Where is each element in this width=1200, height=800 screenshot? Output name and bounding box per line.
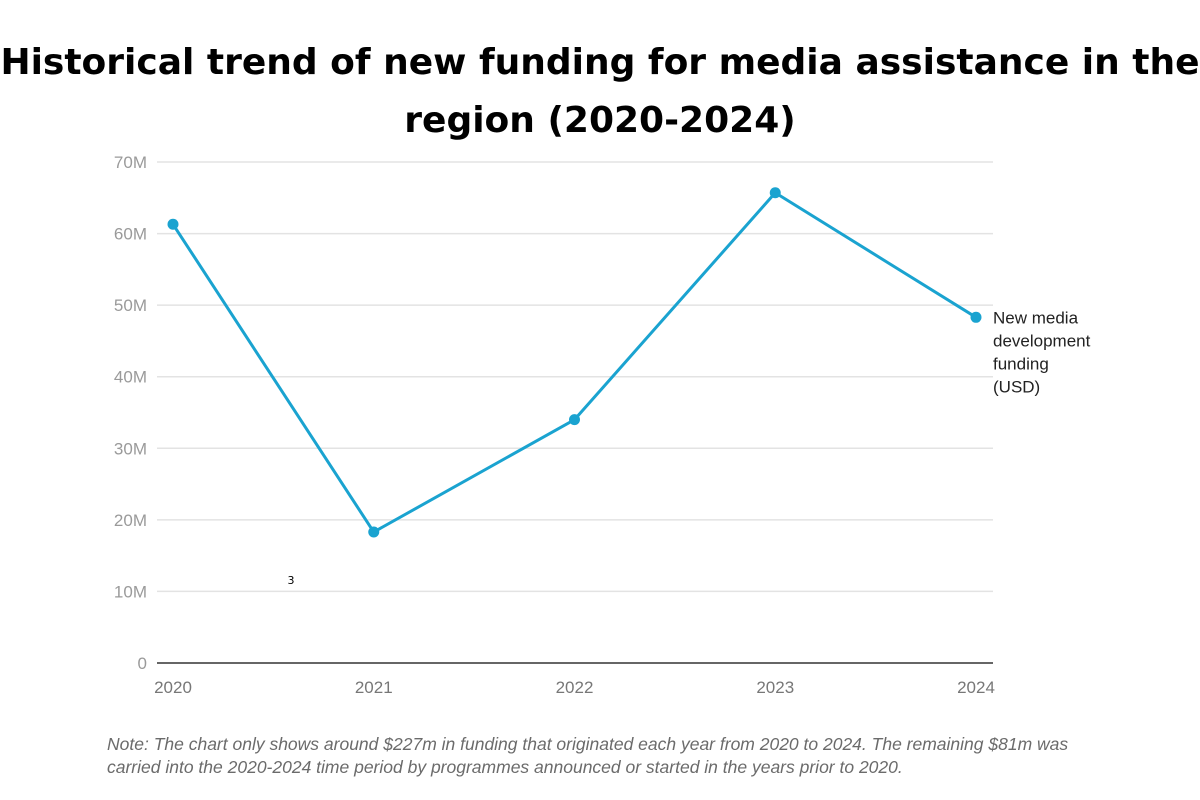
y-tick-label: 0 — [138, 654, 147, 673]
chart-title: Historical trend of new funding for medi… — [0, 42, 1200, 141]
data-point — [769, 187, 781, 199]
data-point — [167, 218, 179, 230]
y-tick-label: 10M — [114, 582, 147, 601]
series-label: New media development funding (USD) — [993, 308, 1091, 396]
y-tick-label: 20M — [114, 511, 147, 530]
x-tick-label: 2021 — [355, 678, 393, 697]
series-line — [171, 191, 977, 534]
x-tick-label: 2020 — [154, 678, 192, 697]
data-point — [368, 526, 380, 538]
y-tick-label: 60M — [114, 225, 147, 244]
x-tick-label: 2023 — [756, 678, 794, 697]
data-point — [569, 414, 580, 426]
x-tick-label: 2024 — [957, 678, 995, 697]
y-tick-label: 70M — [114, 153, 147, 172]
stray-annotation: 3 — [288, 574, 295, 587]
y-tick-label: 30M — [114, 439, 147, 458]
x-tick-label: 2022 — [556, 678, 594, 697]
y-tick-label: 50M — [114, 296, 147, 315]
chart-note: Note: The chart only shows around $227m … — [107, 734, 1069, 777]
y-tick-label: 40M — [114, 368, 147, 387]
data-point — [970, 311, 982, 323]
